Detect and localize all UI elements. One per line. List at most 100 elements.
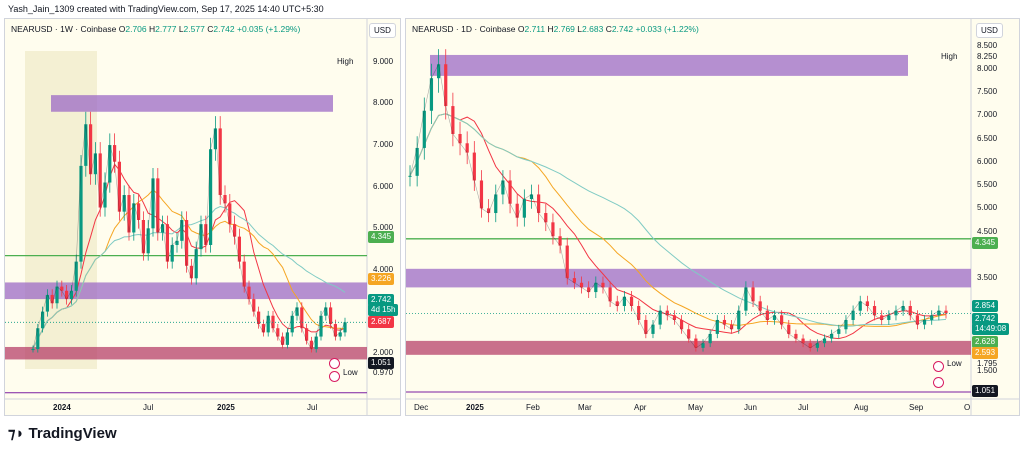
low-value: 0.970	[373, 368, 394, 377]
candle-body	[194, 249, 198, 279]
weekly-close: 2.742	[213, 24, 235, 34]
candle-body	[679, 319, 684, 330]
event-flag-icon[interactable]	[329, 358, 340, 369]
weekly-chart-canvas[interactable]	[5, 19, 401, 416]
candle-body	[830, 333, 834, 339]
candle-body	[189, 265, 193, 279]
weekly-exchange: Coinbase	[80, 24, 117, 34]
x-tick-label: Apr	[634, 403, 647, 412]
x-tick-label: Jul	[143, 403, 154, 412]
daily-currency-button[interactable]: USD	[976, 23, 1003, 38]
x-tick-label: Jul	[307, 403, 318, 412]
candle-body	[758, 301, 762, 311]
us-flag-icon[interactable]	[933, 377, 944, 388]
candle-body	[300, 307, 304, 329]
candle-body	[314, 336, 318, 350]
weekly-h-label: H	[149, 24, 156, 34]
x-tick-label: 2024	[53, 403, 71, 412]
candle-body	[901, 306, 905, 311]
daily-o-label: O	[517, 24, 525, 34]
candle-body	[137, 203, 141, 220]
candle-body	[422, 110, 426, 148]
candle-body	[290, 315, 294, 333]
low-value: 1.795	[977, 359, 998, 368]
candle-body	[544, 213, 548, 223]
candle-body	[108, 145, 112, 183]
candle-body	[141, 220, 145, 254]
candle-body	[69, 290, 73, 300]
weekly-open: 2.706	[125, 24, 147, 34]
weekly-currency-button[interactable]: USD	[369, 23, 396, 38]
y-tick-label: 7.500	[977, 87, 998, 97]
candle-body	[156, 178, 160, 233]
candle-body	[722, 319, 727, 325]
ma-fast-line	[409, 113, 947, 340]
y-tick-label: 6.500	[977, 133, 998, 143]
candle-body	[242, 261, 246, 287]
candle-body	[151, 178, 155, 229]
daily-chart-panel[interactable]: NEARUSD · 1D · Coinbase O2.711 H2.769 L2…	[405, 18, 1020, 416]
candle-body	[252, 299, 256, 312]
y-tick-label: 8.000	[373, 98, 394, 108]
candle-body	[787, 324, 791, 334]
candle-body	[451, 106, 455, 134]
candle-body	[479, 180, 484, 209]
candle-body	[744, 287, 748, 311]
candle-body	[161, 224, 165, 233]
low-label: Low	[947, 359, 962, 368]
daily-close: 2.742	[611, 24, 634, 34]
x-tick-label: Sep	[909, 403, 924, 412]
candle-body	[295, 307, 299, 316]
candle-body	[915, 315, 920, 325]
brand-name: TradingView	[28, 425, 117, 442]
x-tick-label: Dec	[414, 403, 429, 412]
candle-body	[822, 338, 827, 344]
candle-body	[309, 340, 313, 350]
candle-body	[319, 315, 323, 337]
candle-body	[644, 319, 648, 334]
tradingview-logo[interactable]: ⁊◗ TradingView	[8, 424, 117, 442]
candle-body	[565, 245, 569, 279]
candle-body	[780, 315, 784, 325]
price-label: 2.628	[972, 336, 999, 348]
us-flag-icon[interactable]	[329, 371, 340, 382]
price-label: 2.687	[368, 316, 395, 328]
y-tick-label: 7.000	[977, 110, 998, 120]
low-label: Low	[343, 368, 358, 377]
ma-long-line	[409, 113, 947, 327]
candle-body	[651, 324, 655, 334]
weekly-symbol-header: NEARUSD · 1W · Coinbase O2.706 H2.777 L2…	[11, 24, 301, 34]
daily-chart-canvas[interactable]	[406, 19, 1020, 416]
candle-body	[36, 328, 40, 350]
zone-resistance-1	[406, 268, 971, 288]
candle-body	[429, 78, 434, 111]
price-label: 1.051	[972, 385, 999, 397]
close-price-line	[409, 63, 947, 349]
candle-body	[213, 128, 217, 150]
candle-body	[45, 294, 49, 312]
daily-symbol: NEARUSD	[412, 24, 454, 34]
price-label: 1.051	[368, 357, 395, 369]
candle-body	[708, 333, 712, 344]
high-value: 9.000	[373, 56, 394, 66]
daily-c-label: C	[605, 24, 612, 34]
y-tick-label: 4.500	[977, 226, 998, 236]
weekly-chart-panel[interactable]: NEARUSD · 1W · Coinbase O2.706 H2.777 L2…	[4, 18, 401, 416]
candle-body	[305, 328, 309, 341]
y-tick-label: 5.500	[977, 180, 998, 190]
candle-body	[209, 149, 213, 245]
candle-body	[872, 306, 877, 316]
candle-body	[55, 286, 59, 304]
event-flag-icon[interactable]	[933, 361, 944, 372]
zone-resistance-0	[430, 54, 908, 76]
candle-body	[551, 222, 555, 237]
y-tick-label: 8.500	[977, 40, 998, 50]
price-label: 14:49:08	[972, 323, 1010, 335]
x-tick-label: Mar	[578, 403, 592, 412]
candle-body	[180, 220, 184, 241]
candle-body	[529, 194, 534, 200]
daily-h-label: H	[547, 24, 554, 34]
candle-body	[31, 349, 35, 351]
x-tick-label: O	[964, 403, 971, 412]
weekly-o-label: O	[118, 24, 126, 34]
